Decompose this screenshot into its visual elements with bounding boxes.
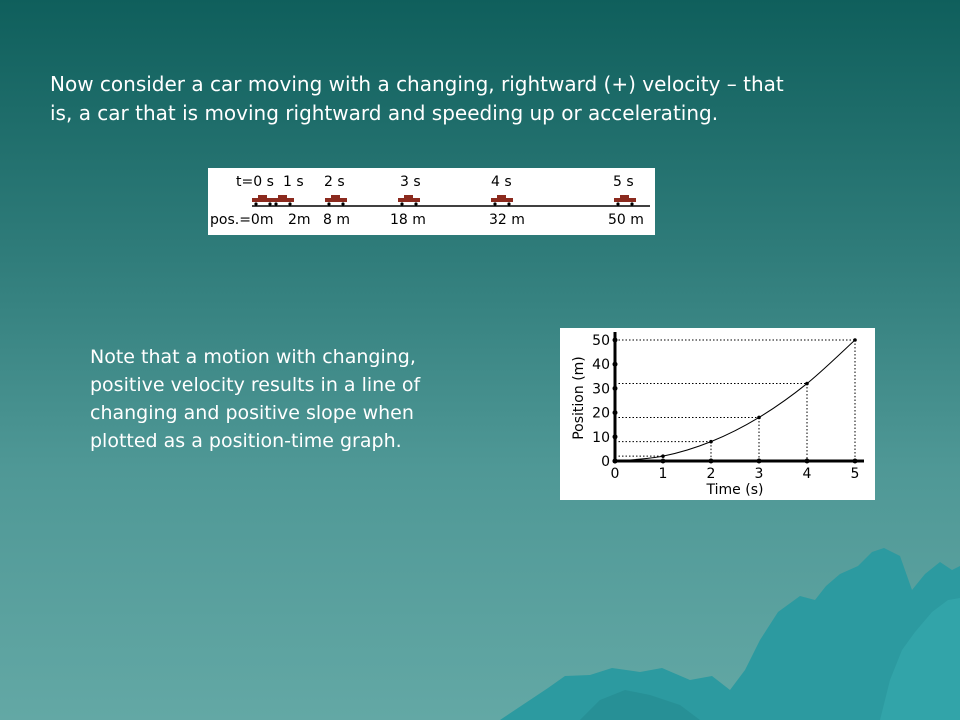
position-label-0: pos.=0m [210,212,273,228]
time-label-5: 5 s [613,174,634,190]
data-point-2 [709,439,713,444]
y-tick-mark-4 [612,361,618,367]
y-tick-mark-2 [612,410,618,416]
x-tick-mark-4 [804,458,810,464]
y-tick-label-4: 40 [592,357,610,373]
y-tick-mark-5 [612,337,618,343]
intro-text: Now consider a car moving with a changin… [50,70,890,128]
note-line-1: Note that a motion with changing, [90,346,416,368]
data-point-1 [661,454,665,458]
note-line-2: positive velocity results in a line of [90,374,421,396]
y-tick-mark-0 [612,458,618,464]
time-label-3: 3 s [400,174,421,190]
position-curve [614,339,856,462]
x-tick-label-5: 5 [851,466,860,482]
car-0 [252,195,274,206]
note-line-3: changing and positive slope when [90,402,414,424]
x-tick-label-1: 1 [659,466,668,482]
note-text: Note that a motion with changing, positi… [90,343,510,455]
time-label-2: 2 s [324,174,345,190]
chart-svg: 0 1 2 3 4 5 0 10 20 30 40 50 Position (m) Time (s) [571,332,864,498]
y-axis-label: Position (m) [571,356,587,440]
note-line-4: plotted as a position-time graph. [90,430,402,452]
car-3 [398,195,420,206]
x-tick-label-4: 4 [803,466,812,482]
motion-diagram: t=0 s 1 s 2 s 3 s 4 s 5 s pos.=0m 2m 8 m… [208,168,655,235]
position-label-3: 18 m [390,212,426,228]
car-2 [325,195,347,206]
y-tick-label-1: 10 [592,430,610,446]
x-tick-mark-2 [708,458,714,464]
x-axis-label: Time (s) [706,482,764,498]
car-1 [272,195,294,206]
y-tick-label-5: 50 [592,333,610,349]
y-ticks: 0 10 20 30 40 50 [592,333,618,470]
x-tick-label-0: 0 [611,466,620,482]
y-tick-mark-3 [612,385,618,391]
position-label-4: 32 m [489,212,525,228]
intro-line-2: is, a car that is moving rightward and s… [50,101,719,125]
position-time-graph: 0 1 2 3 4 5 0 10 20 30 40 50 Position (m) Time (s) [560,328,875,500]
y-tick-mark-1 [612,434,618,440]
time-label-1: 1 s [283,174,304,190]
position-label-1: 2m [288,212,311,228]
data-point-3 [757,415,761,420]
x-tick-label-2: 2 [707,466,716,482]
x-tick-mark-3 [756,458,762,464]
x-tick-label-3: 3 [755,466,764,482]
data-point-4 [805,381,809,386]
x-tick-mark-5 [852,458,858,464]
car-4 [491,195,513,206]
time-label-0: t=0 s [236,174,274,190]
time-label-4: 4 s [491,174,512,190]
y-tick-label-2: 20 [592,406,610,422]
data-points [613,338,857,463]
car-5 [614,195,636,206]
y-tick-label-0: 0 [601,454,610,470]
dotted-guides [615,339,856,461]
x-tick-mark-1 [660,458,666,464]
motion-diagram-svg: t=0 s 1 s 2 s 3 s 4 s 5 s pos.=0m 2m 8 m… [210,174,650,228]
position-label-5: 50 m [608,212,644,228]
position-label-2: 8 m [323,212,350,228]
data-point-5 [853,338,857,342]
intro-line-1: Now consider a car moving with a changin… [50,72,784,96]
y-tick-label-3: 30 [592,381,610,397]
